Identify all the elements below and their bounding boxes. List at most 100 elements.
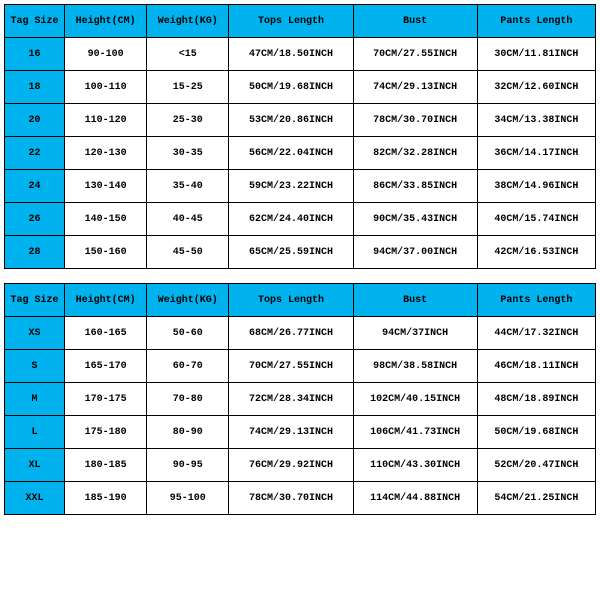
cell-value: 62CM/24.40INCH <box>229 203 353 236</box>
cell-value: 70CM/27.55INCH <box>353 38 477 71</box>
cell-value: 74CM/29.13INCH <box>353 71 477 104</box>
col-pants-length: Pants Length <box>477 284 595 317</box>
cell-value: 50CM/19.68INCH <box>477 416 595 449</box>
col-height: Height(CM) <box>65 5 147 38</box>
cell-tag-size: 18 <box>5 71 65 104</box>
cell-value: 72CM/28.34INCH <box>229 383 353 416</box>
cell-value: 160-165 <box>65 317 147 350</box>
cell-value: 94CM/37INCH <box>353 317 477 350</box>
cell-value: 110-120 <box>65 104 147 137</box>
table-row: 26140-15040-4562CM/24.40INCH90CM/35.43IN… <box>5 203 596 236</box>
cell-value: 56CM/22.04INCH <box>229 137 353 170</box>
size-table-kids: Tag Size Height(CM) Weight(KG) Tops Leng… <box>4 4 596 269</box>
table-row: S165-17060-7070CM/27.55INCH98CM/38.58INC… <box>5 350 596 383</box>
cell-value: 90-100 <box>65 38 147 71</box>
col-bust: Bust <box>353 284 477 317</box>
cell-value: 70-80 <box>147 383 229 416</box>
cell-value: 100-110 <box>65 71 147 104</box>
cell-value: 54CM/21.25INCH <box>477 482 595 515</box>
size-table-kids-body: 1690-100<1547CM/18.50INCH70CM/27.55INCH3… <box>5 38 596 269</box>
cell-value: 32CM/12.60INCH <box>477 71 595 104</box>
cell-value: 175-180 <box>65 416 147 449</box>
cell-value: 86CM/33.85INCH <box>353 170 477 203</box>
cell-value: 52CM/20.47INCH <box>477 449 595 482</box>
cell-value: 15-25 <box>147 71 229 104</box>
cell-value: 74CM/29.13INCH <box>229 416 353 449</box>
table-row: 22120-13030-3556CM/22.04INCH82CM/32.28IN… <box>5 137 596 170</box>
cell-value: 30CM/11.81INCH <box>477 38 595 71</box>
cell-tag-size: 20 <box>5 104 65 137</box>
table-row: 20110-12025-3053CM/20.86INCH78CM/30.70IN… <box>5 104 596 137</box>
table-row: XS160-16550-6068CM/26.77INCH94CM/37INCH4… <box>5 317 596 350</box>
cell-value: 90CM/35.43INCH <box>353 203 477 236</box>
cell-value: 150-160 <box>65 236 147 269</box>
table-row: XL180-18590-9576CM/29.92INCH110CM/43.30I… <box>5 449 596 482</box>
cell-value: 120-130 <box>65 137 147 170</box>
cell-value: <15 <box>147 38 229 71</box>
cell-value: 40-45 <box>147 203 229 236</box>
cell-value: 38CM/14.96INCH <box>477 170 595 203</box>
cell-value: 110CM/43.30INCH <box>353 449 477 482</box>
cell-tag-size: XS <box>5 317 65 350</box>
cell-value: 78CM/30.70INCH <box>229 482 353 515</box>
cell-value: 42CM/16.53INCH <box>477 236 595 269</box>
col-pants-length: Pants Length <box>477 5 595 38</box>
cell-value: 30-35 <box>147 137 229 170</box>
cell-value: 180-185 <box>65 449 147 482</box>
table-gap <box>4 269 596 283</box>
cell-value: 46CM/18.11INCH <box>477 350 595 383</box>
cell-value: 82CM/32.28INCH <box>353 137 477 170</box>
col-weight: Weight(KG) <box>147 284 229 317</box>
cell-value: 94CM/37.00INCH <box>353 236 477 269</box>
col-tops-length: Tops Length <box>229 5 353 38</box>
cell-value: 70CM/27.55INCH <box>229 350 353 383</box>
table-header-row: Tag Size Height(CM) Weight(KG) Tops Leng… <box>5 5 596 38</box>
cell-value: 34CM/13.38INCH <box>477 104 595 137</box>
size-table-adult: Tag Size Height(CM) Weight(KG) Tops Leng… <box>4 283 596 515</box>
cell-value: 106CM/41.73INCH <box>353 416 477 449</box>
cell-value: 48CM/18.89INCH <box>477 383 595 416</box>
cell-value: 80-90 <box>147 416 229 449</box>
col-height: Height(CM) <box>65 284 147 317</box>
cell-value: 44CM/17.32INCH <box>477 317 595 350</box>
cell-value: 59CM/23.22INCH <box>229 170 353 203</box>
cell-value: 50-60 <box>147 317 229 350</box>
col-tag-size: Tag Size <box>5 284 65 317</box>
col-weight: Weight(KG) <box>147 5 229 38</box>
cell-value: 25-30 <box>147 104 229 137</box>
cell-tag-size: S <box>5 350 65 383</box>
cell-value: 60-70 <box>147 350 229 383</box>
cell-tag-size: 24 <box>5 170 65 203</box>
cell-value: 40CM/15.74INCH <box>477 203 595 236</box>
cell-value: 36CM/14.17INCH <box>477 137 595 170</box>
cell-tag-size: L <box>5 416 65 449</box>
cell-tag-size: 28 <box>5 236 65 269</box>
col-tag-size: Tag Size <box>5 5 65 38</box>
col-tops-length: Tops Length <box>229 284 353 317</box>
table-row: XXL185-19095-10078CM/30.70INCH114CM/44.8… <box>5 482 596 515</box>
cell-tag-size: 16 <box>5 38 65 71</box>
table-row: L175-18080-9074CM/29.13INCH106CM/41.73IN… <box>5 416 596 449</box>
cell-value: 185-190 <box>65 482 147 515</box>
table-row: 18100-11015-2550CM/19.68INCH74CM/29.13IN… <box>5 71 596 104</box>
cell-tag-size: M <box>5 383 65 416</box>
table-row: M170-17570-8072CM/28.34INCH102CM/40.15IN… <box>5 383 596 416</box>
cell-value: 140-150 <box>65 203 147 236</box>
cell-value: 98CM/38.58INCH <box>353 350 477 383</box>
cell-value: 35-40 <box>147 170 229 203</box>
cell-value: 95-100 <box>147 482 229 515</box>
table-row: 24130-14035-4059CM/23.22INCH86CM/33.85IN… <box>5 170 596 203</box>
cell-value: 68CM/26.77INCH <box>229 317 353 350</box>
cell-tag-size: 22 <box>5 137 65 170</box>
col-bust: Bust <box>353 5 477 38</box>
table-row: 28150-16045-5065CM/25.59INCH94CM/37.00IN… <box>5 236 596 269</box>
cell-value: 50CM/19.68INCH <box>229 71 353 104</box>
cell-value: 65CM/25.59INCH <box>229 236 353 269</box>
table-header-row: Tag Size Height(CM) Weight(KG) Tops Leng… <box>5 284 596 317</box>
cell-value: 45-50 <box>147 236 229 269</box>
cell-tag-size: XL <box>5 449 65 482</box>
cell-tag-size: XXL <box>5 482 65 515</box>
cell-value: 165-170 <box>65 350 147 383</box>
cell-value: 76CM/29.92INCH <box>229 449 353 482</box>
cell-value: 53CM/20.86INCH <box>229 104 353 137</box>
